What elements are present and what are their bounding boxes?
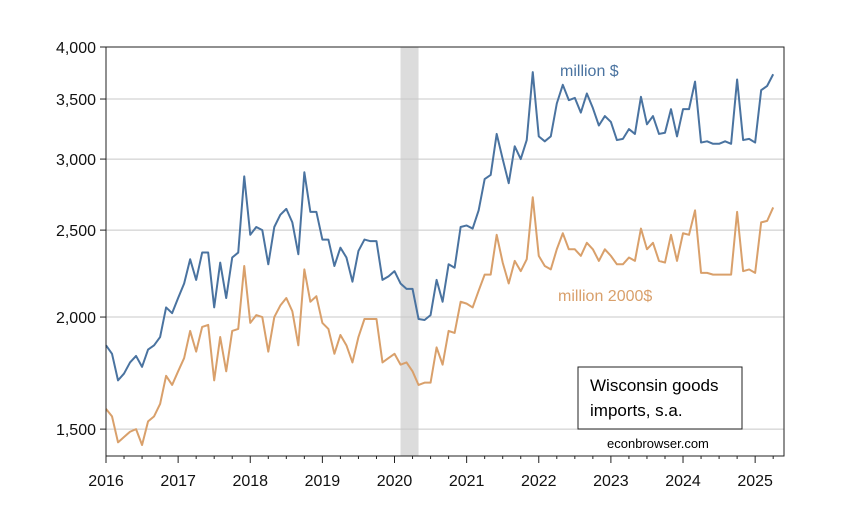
- x-tick-label-2024: 2024: [665, 473, 701, 490]
- series-lines: [105, 71, 775, 447]
- recession-band: [400, 47, 419, 456]
- series-line-million-2000-dollars: [105, 196, 775, 447]
- series-label-million-2000-dollars: million 2000$: [558, 288, 652, 305]
- series-label-million-dollars: million $: [560, 63, 619, 80]
- y-tick-label-1500: 1,500: [56, 422, 96, 439]
- x-tick-label-2023: 2023: [593, 473, 629, 490]
- x-tick-label-2018: 2018: [232, 473, 268, 490]
- note-line-1: Wisconsin goods: [590, 376, 719, 395]
- x-tick-label-2019: 2019: [305, 473, 341, 490]
- x-tick-label-2020: 2020: [377, 473, 413, 490]
- series-line-million-dollars: [105, 71, 775, 382]
- x-tick-label-2016: 2016: [88, 473, 124, 490]
- note-line-2: imports, s.a.: [590, 401, 683, 420]
- y-tick-label-4000: 4,000: [56, 40, 96, 57]
- recession-band-layer: [400, 47, 419, 456]
- plot-frame: [105, 46, 785, 457]
- y-tick-label-3000: 3,000: [56, 152, 96, 169]
- y-axis: 1,500 2,000 2,500 3,000 3,500 4,000: [56, 40, 106, 439]
- note-box: Wisconsin goods imports, s.a.: [577, 366, 743, 430]
- y-tick-label-3500: 3,500: [56, 92, 96, 109]
- note-box-frame: [577, 366, 743, 430]
- x-tick-label-2022: 2022: [521, 473, 557, 490]
- x-tick-label-2017: 2017: [160, 473, 196, 490]
- x-tick-label-2025: 2025: [737, 473, 773, 490]
- x-axis: 2016 2017 2018 2019 2020 2021 2022 2023 2024 2025: [88, 456, 774, 490]
- y-tick-label-2500: 2,500: [56, 223, 96, 240]
- source-credit: econbrowser.com: [607, 436, 709, 451]
- x-tick-label-2021: 2021: [449, 473, 485, 490]
- y-tick-label-2000: 2,000: [56, 310, 96, 327]
